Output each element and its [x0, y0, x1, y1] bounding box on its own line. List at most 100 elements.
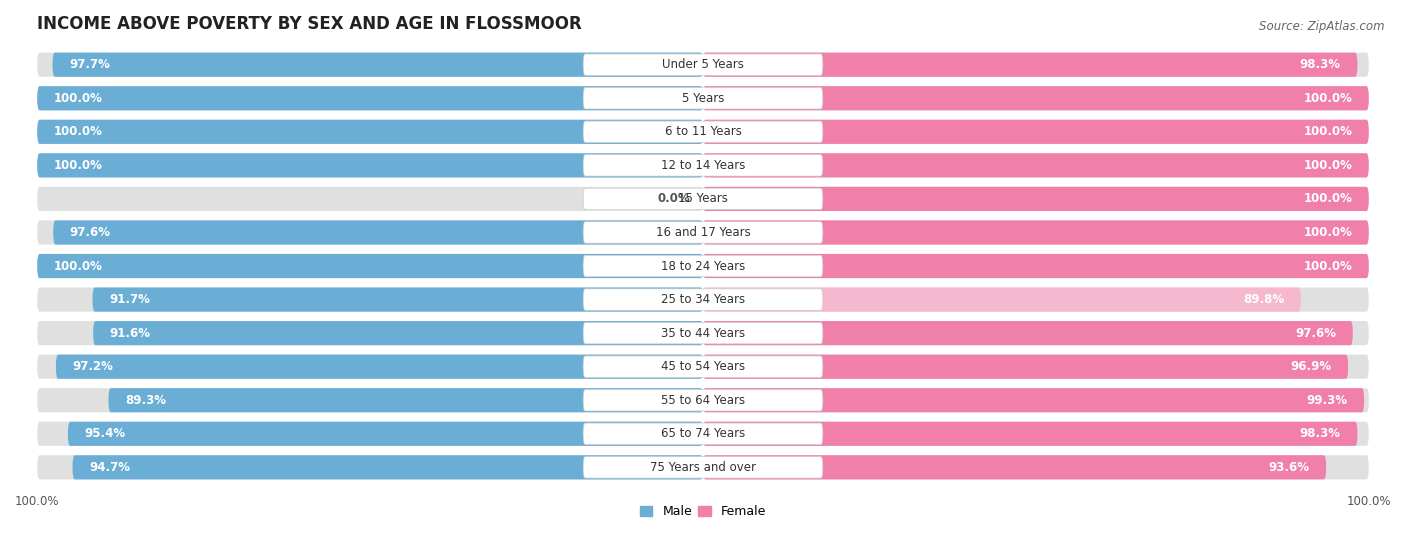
- FancyBboxPatch shape: [703, 388, 1369, 413]
- Legend: Male, Female: Male, Female: [636, 500, 770, 523]
- FancyBboxPatch shape: [52, 53, 703, 77]
- Text: 100.0%: 100.0%: [1303, 92, 1353, 105]
- FancyBboxPatch shape: [53, 220, 703, 244]
- FancyBboxPatch shape: [37, 388, 703, 413]
- Text: 97.6%: 97.6%: [70, 226, 111, 239]
- FancyBboxPatch shape: [37, 254, 703, 278]
- Text: 100.0%: 100.0%: [1303, 226, 1353, 239]
- Text: Under 5 Years: Under 5 Years: [662, 58, 744, 71]
- FancyBboxPatch shape: [703, 120, 1369, 144]
- FancyBboxPatch shape: [37, 120, 703, 144]
- FancyBboxPatch shape: [37, 220, 703, 244]
- FancyBboxPatch shape: [703, 421, 1357, 446]
- FancyBboxPatch shape: [37, 120, 703, 144]
- FancyBboxPatch shape: [703, 321, 1353, 345]
- FancyBboxPatch shape: [37, 86, 703, 110]
- Text: 89.8%: 89.8%: [1243, 293, 1284, 306]
- Text: 18 to 24 Years: 18 to 24 Years: [661, 259, 745, 273]
- Text: 0.0%: 0.0%: [657, 192, 690, 205]
- FancyBboxPatch shape: [37, 287, 703, 312]
- Text: 98.3%: 98.3%: [1299, 427, 1341, 440]
- FancyBboxPatch shape: [108, 388, 703, 413]
- FancyBboxPatch shape: [56, 354, 703, 379]
- Text: 93.6%: 93.6%: [1268, 461, 1309, 474]
- FancyBboxPatch shape: [703, 53, 1369, 77]
- Text: 75 Years and over: 75 Years and over: [650, 461, 756, 474]
- Text: 100.0%: 100.0%: [1303, 259, 1353, 273]
- Text: 16 and 17 Years: 16 and 17 Years: [655, 226, 751, 239]
- Text: 65 to 74 Years: 65 to 74 Years: [661, 427, 745, 440]
- FancyBboxPatch shape: [37, 455, 703, 480]
- Text: 12 to 14 Years: 12 to 14 Years: [661, 159, 745, 172]
- FancyBboxPatch shape: [583, 155, 823, 176]
- Text: 15 Years: 15 Years: [678, 192, 728, 205]
- FancyBboxPatch shape: [73, 455, 703, 480]
- FancyBboxPatch shape: [703, 287, 1301, 312]
- FancyBboxPatch shape: [703, 53, 1357, 77]
- FancyBboxPatch shape: [583, 289, 823, 310]
- FancyBboxPatch shape: [583, 222, 823, 243]
- FancyBboxPatch shape: [583, 88, 823, 109]
- Text: 25 to 34 Years: 25 to 34 Years: [661, 293, 745, 306]
- Text: 45 to 54 Years: 45 to 54 Years: [661, 360, 745, 373]
- FancyBboxPatch shape: [37, 421, 703, 446]
- FancyBboxPatch shape: [93, 321, 703, 345]
- Text: 100.0%: 100.0%: [53, 159, 103, 172]
- FancyBboxPatch shape: [583, 457, 823, 478]
- FancyBboxPatch shape: [583, 356, 823, 377]
- FancyBboxPatch shape: [37, 86, 703, 110]
- Text: 100.0%: 100.0%: [53, 259, 103, 273]
- FancyBboxPatch shape: [703, 354, 1348, 379]
- FancyBboxPatch shape: [703, 388, 1364, 413]
- Text: 96.9%: 96.9%: [1291, 360, 1331, 373]
- FancyBboxPatch shape: [583, 255, 823, 277]
- Text: 100.0%: 100.0%: [53, 125, 103, 138]
- FancyBboxPatch shape: [703, 254, 1369, 278]
- FancyBboxPatch shape: [703, 421, 1369, 446]
- FancyBboxPatch shape: [93, 287, 703, 312]
- FancyBboxPatch shape: [703, 354, 1369, 379]
- Text: INCOME ABOVE POVERTY BY SEX AND AGE IN FLOSSMOOR: INCOME ABOVE POVERTY BY SEX AND AGE IN F…: [37, 15, 582, 33]
- Text: 98.3%: 98.3%: [1299, 58, 1341, 71]
- FancyBboxPatch shape: [703, 321, 1369, 345]
- FancyBboxPatch shape: [703, 187, 1369, 211]
- FancyBboxPatch shape: [583, 390, 823, 411]
- FancyBboxPatch shape: [583, 121, 823, 143]
- Text: 100.0%: 100.0%: [53, 92, 103, 105]
- FancyBboxPatch shape: [703, 220, 1369, 244]
- FancyBboxPatch shape: [703, 220, 1369, 244]
- FancyBboxPatch shape: [37, 53, 703, 77]
- FancyBboxPatch shape: [583, 188, 823, 210]
- Text: 55 to 64 Years: 55 to 64 Years: [661, 394, 745, 407]
- Text: 100.0%: 100.0%: [1303, 125, 1353, 138]
- Text: 94.7%: 94.7%: [89, 461, 131, 474]
- Text: 91.7%: 91.7%: [110, 293, 150, 306]
- FancyBboxPatch shape: [37, 153, 703, 177]
- FancyBboxPatch shape: [37, 321, 703, 345]
- FancyBboxPatch shape: [703, 153, 1369, 177]
- FancyBboxPatch shape: [37, 354, 703, 379]
- FancyBboxPatch shape: [703, 254, 1369, 278]
- Text: 5 Years: 5 Years: [682, 92, 724, 105]
- Text: Source: ZipAtlas.com: Source: ZipAtlas.com: [1260, 20, 1385, 32]
- FancyBboxPatch shape: [37, 187, 703, 211]
- FancyBboxPatch shape: [703, 86, 1369, 110]
- Text: 100.0%: 100.0%: [1303, 192, 1353, 205]
- Text: 97.2%: 97.2%: [73, 360, 114, 373]
- Text: 99.3%: 99.3%: [1306, 394, 1347, 407]
- Text: 100.0%: 100.0%: [1303, 159, 1353, 172]
- Text: 97.7%: 97.7%: [69, 58, 110, 71]
- FancyBboxPatch shape: [703, 120, 1369, 144]
- FancyBboxPatch shape: [67, 421, 703, 446]
- FancyBboxPatch shape: [703, 153, 1369, 177]
- FancyBboxPatch shape: [37, 254, 703, 278]
- FancyBboxPatch shape: [583, 323, 823, 344]
- Text: 89.3%: 89.3%: [125, 394, 166, 407]
- FancyBboxPatch shape: [703, 86, 1369, 110]
- Text: 6 to 11 Years: 6 to 11 Years: [665, 125, 741, 138]
- FancyBboxPatch shape: [583, 54, 823, 75]
- Text: 97.6%: 97.6%: [1295, 326, 1336, 340]
- Text: 91.6%: 91.6%: [110, 326, 150, 340]
- FancyBboxPatch shape: [703, 455, 1369, 480]
- Text: 95.4%: 95.4%: [84, 427, 125, 440]
